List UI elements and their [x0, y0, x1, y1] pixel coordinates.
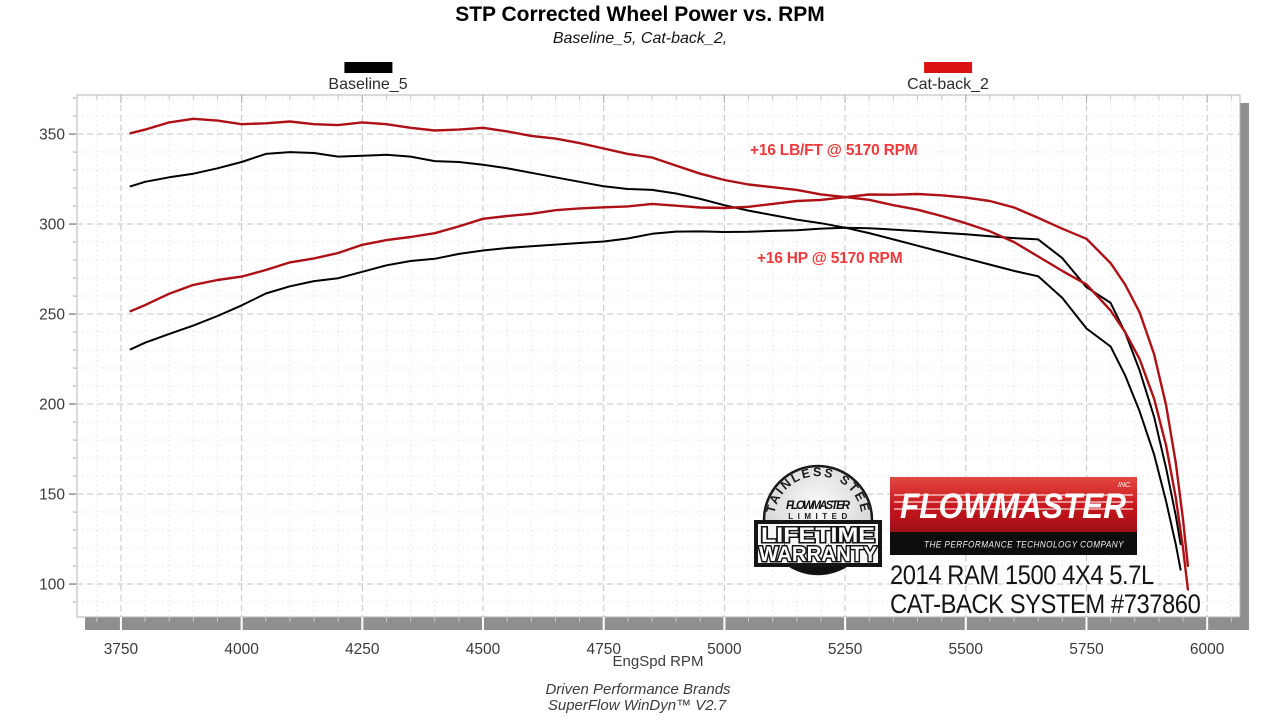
badge-warranty-text: WARRANTY — [759, 543, 877, 566]
xaxis-title: EngSpd RPM — [612, 653, 704, 670]
logo-red-band — [890, 477, 1137, 532]
badge-lifetime-text: LIFETIME — [761, 524, 875, 547]
logo-brand-text: FLOWMASTER — [900, 487, 1127, 526]
legend-label-catback: Cat-back_2 — [907, 76, 989, 93]
curve-cat-back-2-power-hp- — [129, 192, 1190, 568]
y-tick-label: 100 — [39, 577, 65, 594]
x-tick-label: 6000 — [1190, 641, 1225, 658]
flowmaster-logo: FLOWMASTER INC. THE PERFORMANCE TECHNOLO… — [890, 477, 1137, 555]
y-tick-label: 250 — [39, 307, 65, 324]
footer-software-text: SuperFlow WinDyn™ V2.7 — [547, 697, 727, 714]
badge-bottom-arc — [781, 560, 855, 575]
badge-brand-text: FLOWMASTER — [786, 500, 851, 512]
x-tick-label: 5250 — [828, 641, 863, 658]
y-tick-label: 350 — [39, 127, 65, 144]
x-tick-label: 3750 — [104, 641, 139, 658]
x-tick-label: 4250 — [345, 641, 380, 658]
page-title: STP Corrected Wheel Power vs. RPM — [455, 3, 825, 26]
footer-brand-text: Driven Performance Brands — [545, 681, 731, 698]
y-tick-label: 200 — [39, 397, 65, 414]
chart-subtitle: Baseline_5, Cat-back_2, — [552, 30, 728, 47]
badge-limited-text: LIMITED — [788, 512, 852, 521]
badge-arc-text: STAINLESS STEEL — [753, 458, 873, 515]
badge-circle — [762, 464, 874, 576]
x-tick-label: 5000 — [707, 641, 742, 658]
legend-swatch-baseline — [343, 62, 392, 73]
legend-item-catback: Cat-back_2 — [907, 62, 989, 94]
x-tick-label: 4500 — [466, 641, 501, 658]
y-tick-label: 300 — [39, 217, 65, 234]
curve-baseline-5-power-hp- — [129, 226, 1182, 546]
curve-cat-back-2-torque-lb-ft- — [129, 117, 1190, 591]
logo-speed-lines — [894, 494, 1133, 510]
x-tick-label: 4000 — [224, 641, 259, 658]
logo-tagline-text: THE PERFORMANCE TECHNOLOGY COMPANY — [924, 540, 1124, 550]
logo-inc-text: INC. — [1118, 482, 1132, 489]
x-tick-label: 5750 — [1069, 641, 1104, 658]
y-tick-label: 150 — [39, 487, 65, 504]
legend-label-baseline: Baseline_5 — [328, 76, 408, 93]
legend-swatch-catback — [923, 62, 972, 73]
warranty-badge: STAINLESS STEEL FLOWMASTER LIMITED LIFET… — [753, 458, 882, 576]
annotation-power-gain: +16 HP @ 5170 RPM — [757, 250, 903, 267]
vehicle-system-text: CAT-BACK SYSTEM #737860 — [890, 589, 1201, 619]
annotation-torque-gain: +16 LB/FT @ 5170 RPM — [750, 142, 918, 159]
badge-box — [754, 520, 882, 567]
legend-item-baseline: Baseline_5 — [328, 62, 408, 94]
x-tick-label: 5500 — [949, 641, 984, 658]
curve-baseline-5-torque-lb-ft- — [129, 151, 1182, 571]
vehicle-model-text: 2014 RAM 1500 4X4 5.7L — [890, 560, 1154, 590]
logo-black-band — [890, 532, 1137, 555]
